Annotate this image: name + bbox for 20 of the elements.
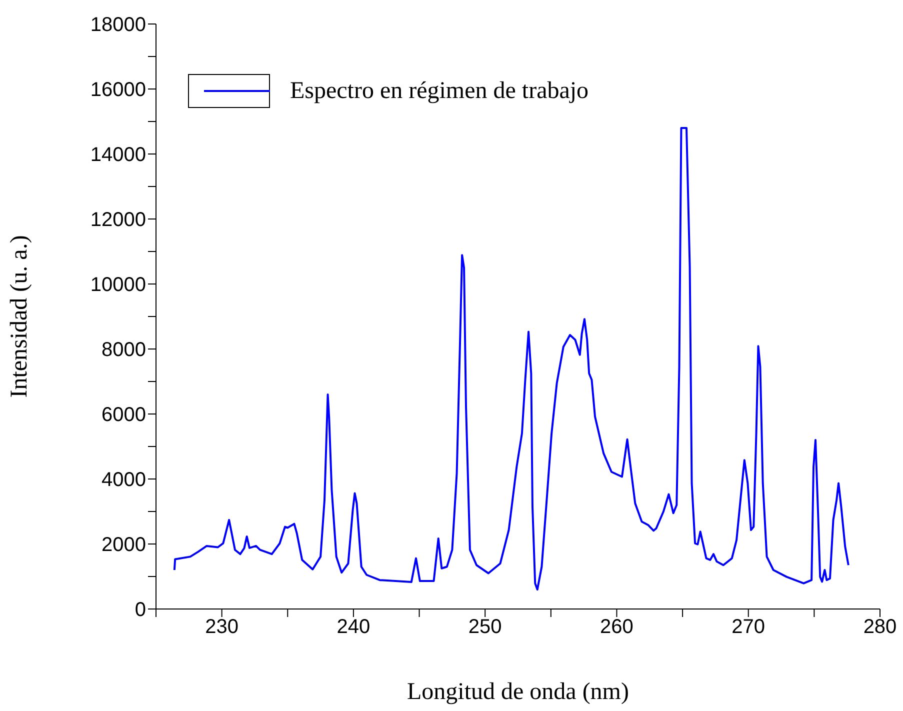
y-tick-label: 16000 xyxy=(90,79,146,102)
x-tick-label: 230 xyxy=(205,616,239,638)
x-tick-label: 280 xyxy=(863,616,897,638)
y-tick-label: 2000 xyxy=(102,534,146,556)
legend-label: Espectro en régimen de trabajo xyxy=(290,78,589,104)
line-series xyxy=(173,127,850,590)
x-tick-label: 240 xyxy=(336,616,370,638)
y-tick-label: 12000 xyxy=(90,209,146,232)
y-tick-label: 6000 xyxy=(102,404,146,426)
y-tick-label: 10000 xyxy=(90,274,146,296)
y-tick-label: 0 xyxy=(134,599,146,622)
y-tick-label: 14000 xyxy=(90,144,146,166)
y-tick-label: 4000 xyxy=(102,469,146,492)
y-axis-title: Intensidad (u. a.) xyxy=(6,235,33,398)
y-tick-label: 18000 xyxy=(90,14,146,36)
x-tick-label: 250 xyxy=(468,616,502,638)
x-tick-label: 260 xyxy=(600,616,634,638)
x-tick-label: 270 xyxy=(732,616,766,638)
y-tick-label: 8000 xyxy=(102,339,146,362)
x-axis-title: Longitud de onda (nm) xyxy=(407,679,629,705)
